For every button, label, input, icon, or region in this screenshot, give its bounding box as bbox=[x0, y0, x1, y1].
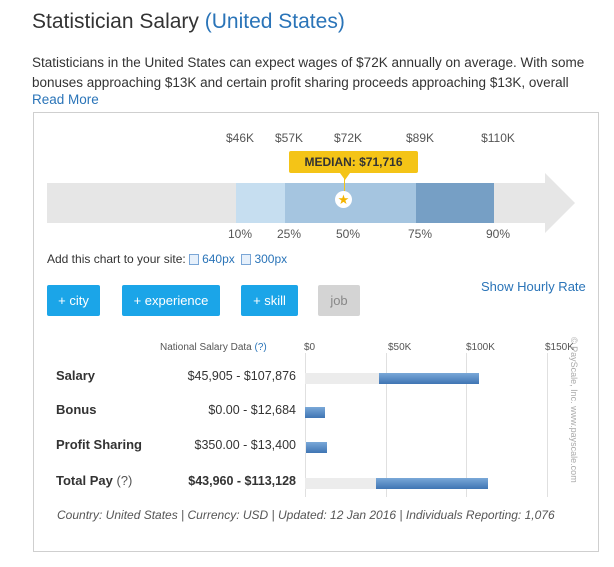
salary-tick-label: $57K bbox=[274, 131, 304, 145]
footer-info: Country: United States | Currency: USD |… bbox=[57, 508, 555, 522]
row-label: Salary bbox=[56, 368, 95, 383]
national-salary-data-header: National Salary Data (?) bbox=[160, 342, 267, 353]
percentile-tick-label: 90% bbox=[485, 227, 511, 241]
description: Statisticians in the United States can e… bbox=[32, 55, 585, 90]
row-label: Profit Sharing bbox=[56, 437, 142, 452]
axis-tick-label: $100K bbox=[466, 342, 495, 353]
add-skill-button[interactable]: + skill bbox=[241, 285, 298, 316]
row-label-text: Total Pay bbox=[56, 473, 113, 488]
embed-icon bbox=[241, 254, 252, 265]
gridline bbox=[466, 353, 468, 497]
add-city-button[interactable]: + city bbox=[47, 285, 100, 316]
range-bar bbox=[379, 373, 480, 384]
embed-640-link[interactable]: 640px bbox=[202, 252, 235, 266]
percentile-tick-label: 25% bbox=[276, 227, 302, 241]
job-button: job bbox=[318, 285, 360, 316]
band-75-90 bbox=[416, 183, 494, 223]
salary-tick-label: $72K bbox=[333, 131, 363, 145]
read-more-link[interactable]: Read More bbox=[32, 92, 99, 107]
row-range-value: $43,960 - $113,128 bbox=[188, 474, 296, 488]
salary-tick-label: $110K bbox=[481, 131, 515, 145]
median-badge: MEDIAN: $71,716 bbox=[289, 151, 418, 173]
gridline bbox=[385, 353, 387, 497]
range-bar-background bbox=[305, 442, 306, 453]
range-bar-background bbox=[305, 478, 376, 489]
percentile-tick-label: 75% bbox=[407, 227, 433, 241]
range-bar bbox=[305, 442, 327, 453]
range-bar-background bbox=[305, 373, 380, 384]
median-line bbox=[344, 178, 345, 192]
embed-300-link[interactable]: 300px bbox=[254, 252, 288, 266]
row-label: Total Pay (?) bbox=[56, 473, 132, 488]
row-label: Bonus bbox=[56, 402, 96, 417]
range-bar bbox=[305, 407, 326, 418]
row-label-text: Profit Sharing bbox=[56, 437, 142, 452]
gridline bbox=[547, 353, 548, 497]
row-range-value: $45,905 - $107,876 bbox=[187, 369, 296, 383]
page-title-text: Statistician Salary bbox=[32, 10, 199, 33]
watermark-text: © PayScale, Inc. www.payscale.com bbox=[569, 337, 579, 483]
chart-arrow-tip bbox=[545, 173, 575, 233]
location-link[interactable]: (United States) bbox=[204, 10, 345, 33]
embed-label: Add this chart to your site: bbox=[47, 252, 186, 266]
row-label-text: Salary bbox=[56, 368, 96, 383]
embed-icon bbox=[189, 254, 200, 265]
row-label-text: Bonus bbox=[56, 402, 97, 417]
row-range-value: $0.00 - $12,684 bbox=[208, 403, 296, 417]
show-hourly-rate-link[interactable]: Show Hourly Rate bbox=[481, 279, 586, 294]
gridline bbox=[305, 353, 306, 497]
page-title: Statistician Salary (United States) bbox=[32, 10, 345, 34]
table-header-label: National Salary Data bbox=[160, 342, 252, 353]
median-pointer bbox=[340, 173, 350, 180]
axis-tick-label: $0 bbox=[304, 342, 316, 353]
row-help-link[interactable]: (?) bbox=[112, 473, 133, 488]
add-experience-button[interactable]: + experience bbox=[122, 285, 220, 316]
axis-tick-label: $50K bbox=[388, 342, 412, 353]
band-10-25 bbox=[236, 183, 285, 223]
row-range-value: $350.00 - $13,400 bbox=[194, 438, 296, 452]
percentile-tick-label: 10% bbox=[227, 227, 253, 241]
salary-tick-label: $46K bbox=[225, 131, 255, 145]
salary-tick-label: $89K bbox=[405, 131, 435, 145]
range-bar bbox=[375, 478, 488, 489]
help-link[interactable]: (?) bbox=[254, 342, 267, 353]
axis-tick-label: $150K bbox=[545, 342, 574, 353]
watermark: © PayScale, Inc. www.payscale.com bbox=[568, 337, 580, 499]
star-icon: ★ bbox=[335, 191, 352, 208]
salary-panel bbox=[33, 112, 599, 552]
percentile-tick-label: 50% bbox=[335, 227, 361, 241]
embed-chart: Add this chart to your site: 640px 300px bbox=[47, 252, 287, 266]
